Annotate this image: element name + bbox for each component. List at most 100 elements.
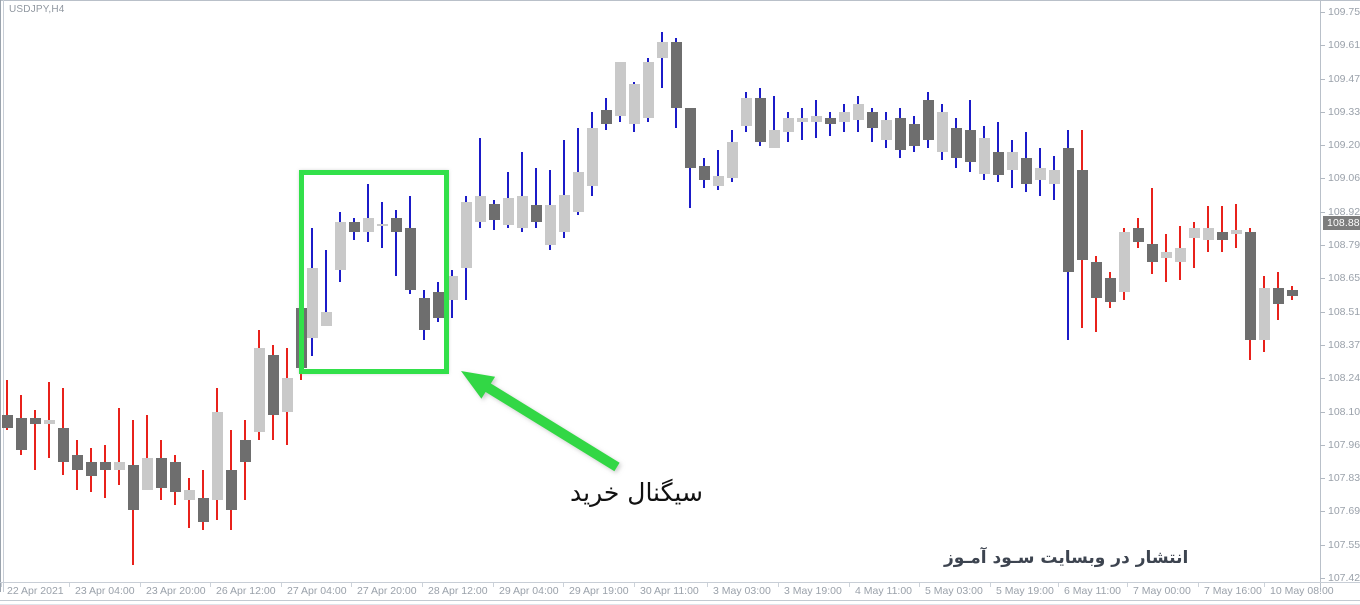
candle-body (895, 118, 906, 150)
candle-body (1175, 248, 1186, 262)
candle-body (1245, 232, 1256, 340)
candle-body (517, 196, 528, 228)
time-label: 3 May 03:00 (713, 585, 771, 597)
candle-body (545, 205, 556, 245)
time-label: 3 May 19:00 (784, 585, 842, 597)
candle-body (489, 204, 500, 220)
candle-body (965, 130, 976, 162)
candle-wick (104, 445, 106, 498)
candle-body (825, 118, 836, 124)
candle-body (503, 198, 514, 225)
candle-body (1231, 230, 1242, 234)
candle-wick (325, 250, 327, 322)
candle-body (433, 292, 444, 318)
time-label: 22 Apr 2021 (7, 585, 64, 597)
price-label: 108.105 (1328, 406, 1360, 418)
time-label: 6 May 11:00 (1064, 585, 1122, 597)
price-label: 107.695 (1328, 505, 1360, 517)
candle-wick (479, 138, 481, 228)
candle-wick (6, 380, 8, 430)
time-axis-separator (0, 582, 1360, 583)
candle-wick (563, 140, 565, 238)
price-label: 109.335 (1328, 106, 1360, 118)
price-tick (1320, 312, 1325, 313)
candle-wick (118, 408, 120, 485)
candle-body (447, 276, 458, 300)
candle-body (226, 470, 237, 510)
price-tick (1320, 112, 1325, 113)
candle-body (1189, 228, 1200, 238)
candle-body (321, 312, 332, 326)
time-label: 4 May 11:00 (855, 585, 913, 597)
price-axis[interactable]: 109.750 109.615 109.475 109.335 109.200 109.0… (1320, 0, 1360, 592)
candle-body (72, 455, 83, 470)
time-tick (493, 583, 494, 587)
candle-body (1273, 288, 1284, 304)
time-tick (1198, 583, 1199, 587)
time-tick (563, 583, 564, 587)
candle-body (615, 62, 626, 116)
candle-wick (521, 152, 523, 232)
chart-border-left-inner (3, 0, 4, 592)
candle-body (881, 120, 892, 140)
price-tick (1320, 578, 1325, 579)
chart-border-top (0, 0, 1360, 1)
price-tick (1320, 445, 1325, 446)
time-tick (351, 583, 352, 587)
candle-body (268, 355, 279, 415)
candle-body (937, 112, 948, 152)
time-tick (1127, 583, 1128, 587)
time-tick (140, 583, 141, 587)
candle-body (755, 98, 766, 142)
price-label: 107.830 (1328, 472, 1360, 484)
time-label: 27 Apr 04:00 (287, 585, 347, 597)
price-label: 108.240 (1328, 372, 1360, 384)
candle-body (1105, 278, 1116, 302)
candle-body (377, 224, 388, 226)
price-tick (1320, 478, 1325, 479)
time-label: 30 Apr 11:00 (640, 585, 699, 597)
price-label: 107.555 (1328, 539, 1360, 551)
candle-body (657, 42, 668, 58)
candle-body (769, 130, 780, 148)
price-tick (1320, 345, 1325, 346)
candle-body (1063, 148, 1074, 272)
candlestick-plot[interactable] (0, 0, 1320, 582)
candle-body (1259, 288, 1270, 340)
candle-body (212, 412, 223, 500)
price-tick (1320, 545, 1325, 546)
candle-body (335, 222, 346, 270)
price-label: 108.655 (1328, 272, 1360, 284)
candle-body (1021, 158, 1032, 184)
candle-body (1077, 170, 1088, 260)
buy-signal-label: سیگنال خرید (570, 478, 703, 507)
candle-body (629, 84, 640, 124)
time-tick (1058, 583, 1059, 587)
candle-body (1287, 290, 1298, 296)
candle-body (699, 166, 710, 180)
candle-body (531, 205, 542, 222)
candle-wick (577, 128, 579, 215)
time-axis[interactable]: 22 Apr 2021 23 Apr 04:00 23 Apr 20:00 26 Ap… (0, 583, 1334, 601)
price-tick (1320, 511, 1325, 512)
price-tick (1320, 12, 1325, 13)
candle-body (643, 62, 654, 118)
candle-body (1217, 232, 1228, 240)
candle-wick (1151, 188, 1153, 274)
candle-wick (661, 32, 663, 88)
candle-body (114, 462, 125, 470)
price-label: 109.200 (1328, 139, 1360, 151)
time-label: 26 Apr 12:00 (216, 585, 276, 597)
price-tick (1320, 45, 1325, 46)
candle-body (128, 465, 139, 510)
candle-body (170, 462, 181, 492)
candle-body (979, 138, 990, 174)
candle-body (727, 142, 738, 178)
candle-body (909, 124, 920, 146)
candle-body (100, 462, 111, 470)
candle-body (573, 172, 584, 212)
time-label: 10 May 08:00 (1270, 585, 1334, 597)
chart-border-left (0, 0, 1, 592)
time-label: 23 Apr 20:00 (146, 585, 206, 597)
current-price-tag: 108.883 (1323, 216, 1360, 230)
